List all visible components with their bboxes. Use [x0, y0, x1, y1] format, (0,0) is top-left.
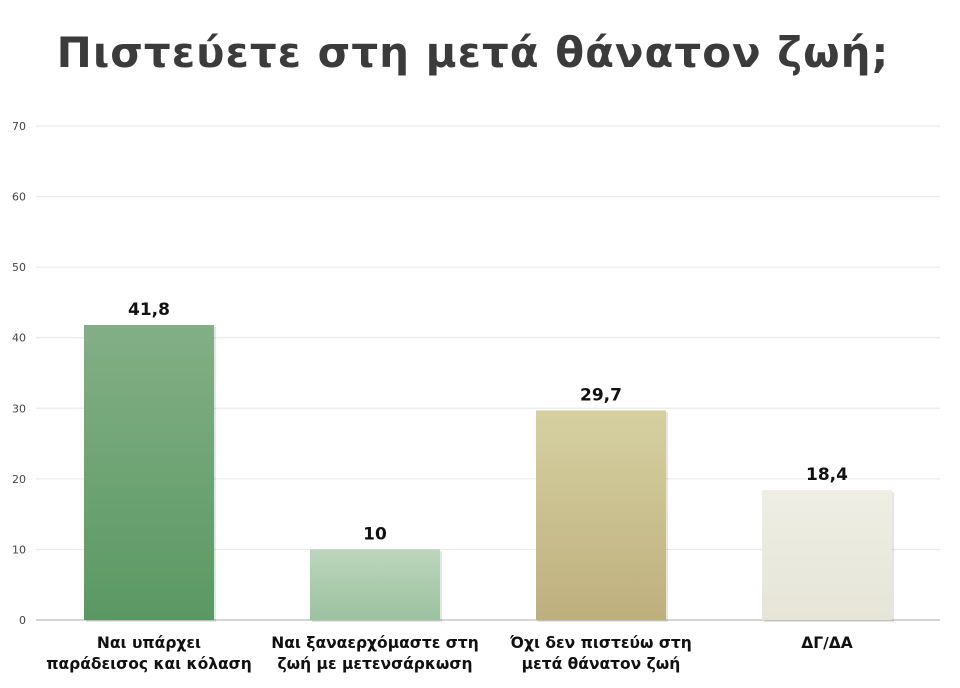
category-label-line: ΔΓ/ΔΑ — [801, 634, 853, 652]
y-tick-label: 70 — [12, 120, 26, 133]
category-label-line: Όχι δεν πιστεύω στη — [509, 634, 692, 652]
bar-3 — [762, 490, 892, 620]
category-label-line: ζωή με μετενσάρκωση — [277, 655, 472, 673]
category-label-1: Ναι ξαναερχόμαστε στη ζωή με μετενσάρκωση — [271, 634, 478, 673]
y-tick-label: 40 — [12, 332, 26, 345]
category-label-line: Ναι ξαναερχόμαστε στη — [271, 634, 478, 652]
bars — [84, 325, 894, 622]
bar-1 — [310, 549, 440, 620]
chart-title: Πιστεύετε στη μετά θάνατον ζωή; — [56, 28, 890, 77]
category-label-3: ΔΓ/ΔΑ — [801, 634, 853, 652]
y-tick-label: 50 — [12, 261, 26, 274]
category-label-line: Ναι υπάρχει — [97, 634, 201, 652]
category-label-2: Όχι δεν πιστεύω στη μετά θάνατον ζωή — [509, 634, 692, 673]
value-label-0: 41,8 — [128, 300, 170, 320]
value-label-1: 10 — [363, 524, 387, 544]
y-tick-label: 60 — [12, 191, 26, 204]
category-label-line: παράδεισος και κόλαση — [46, 655, 252, 673]
y-tick-label: 10 — [12, 543, 26, 556]
category-label-0: Ναι υπάρχει παράδεισος και κόλαση — [46, 634, 252, 673]
value-label-2: 29,7 — [580, 385, 622, 405]
category-labels: Ναι υπάρχει παράδεισος και κόλαση Ναι ξανα… — [46, 634, 853, 673]
bar-0 — [84, 325, 214, 620]
y-tick-label: 30 — [12, 402, 26, 415]
category-label-line: μετά θάνατον ζωή — [522, 655, 681, 673]
bar-2 — [536, 410, 666, 620]
y-axis-ticks: 0 10 20 30 40 50 60 70 — [12, 120, 26, 627]
value-label-3: 18,4 — [806, 465, 848, 485]
y-tick-label: 0 — [19, 614, 26, 627]
value-labels: 41,8 10 29,7 18,4 — [128, 300, 848, 544]
y-tick-label: 20 — [12, 473, 26, 486]
